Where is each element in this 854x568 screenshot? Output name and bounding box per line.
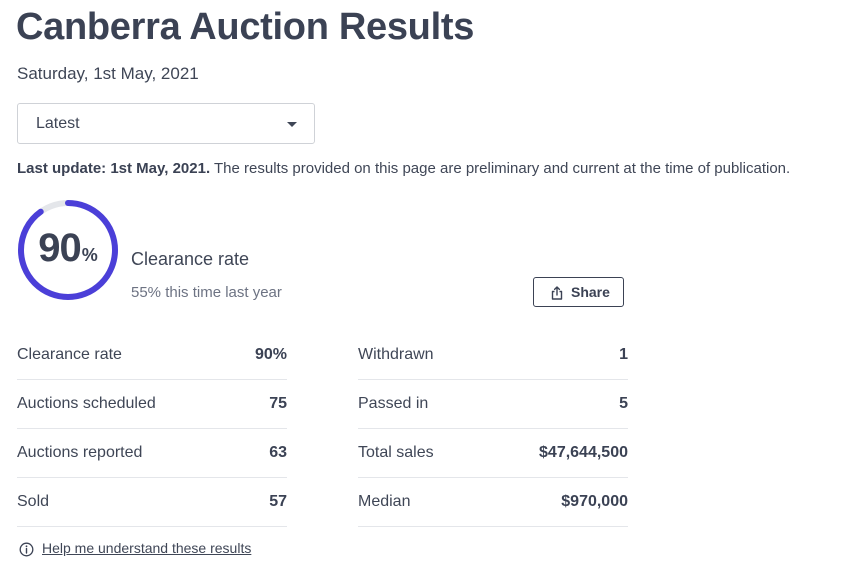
clearance-last-year: 55% this time last year	[131, 284, 282, 301]
percent-symbol: %	[81, 245, 98, 265]
stat-value: 1	[619, 346, 628, 363]
stat-label: Withdrawn	[358, 346, 434, 363]
clearance-rate-label: Clearance rate	[131, 249, 250, 269]
stat-row: Sold 57	[17, 478, 287, 527]
stat-label: Sold	[17, 493, 50, 510]
clearance-rate-gauge: 90%	[16, 198, 120, 302]
stat-row: Auctions reported 63	[17, 429, 287, 478]
help-link-label[interactable]: Help me understand these results	[42, 540, 252, 556]
share-button[interactable]: Share	[533, 277, 624, 307]
info-icon	[19, 542, 34, 557]
stat-row: Passed in 5	[358, 380, 628, 429]
stat-value: 5	[619, 395, 628, 412]
page-title: Canberra Auction Results	[16, 6, 475, 48]
stat-value: 75	[269, 395, 287, 412]
stats-right-column: Withdrawn 1 Passed in 5 Total sales $47,…	[358, 331, 628, 527]
stats-left-column: Clearance rate 90% Auctions scheduled 75…	[17, 331, 287, 527]
stat-label: Auctions scheduled	[17, 395, 156, 412]
clearance-ring	[18, 200, 118, 300]
stat-label: Median	[358, 493, 411, 510]
stat-value: $970,000	[561, 493, 628, 510]
last-update-text: The results provided on this page are pr…	[210, 160, 791, 177]
last-update-label: Last update: 1st May, 2021.	[17, 160, 211, 177]
last-update-notice: Last update: 1st May, 2021. The results …	[17, 160, 790, 177]
clearance-ring-fill	[18, 200, 118, 300]
clearance-rate-number: 90	[38, 226, 81, 270]
stat-row: Withdrawn 1	[358, 331, 628, 380]
share-label: Share	[571, 284, 610, 300]
stat-label: Passed in	[358, 395, 429, 412]
stat-row: Clearance rate 90%	[17, 331, 287, 380]
stat-value: $47,644,500	[539, 444, 628, 461]
chevron-down-icon	[287, 122, 297, 127]
stat-value: 90%	[254, 346, 287, 363]
stat-label: Total sales	[358, 444, 434, 461]
select-value: Latest	[36, 115, 80, 132]
stat-row: Auctions scheduled 75	[17, 380, 287, 429]
results-date: Saturday, 1st May, 2021	[17, 64, 199, 83]
stat-row: Total sales $47,644,500	[358, 429, 628, 478]
stat-value: 57	[269, 493, 287, 510]
share-icon	[551, 286, 563, 300]
stat-row: Median $970,000	[358, 478, 628, 527]
stat-label: Clearance rate	[17, 346, 122, 363]
stat-label: Auctions reported	[17, 444, 143, 461]
stat-value: 63	[269, 444, 287, 461]
clearance-rate-value: 90%	[16, 226, 120, 271]
results-period-select[interactable]: Latest	[17, 103, 315, 144]
